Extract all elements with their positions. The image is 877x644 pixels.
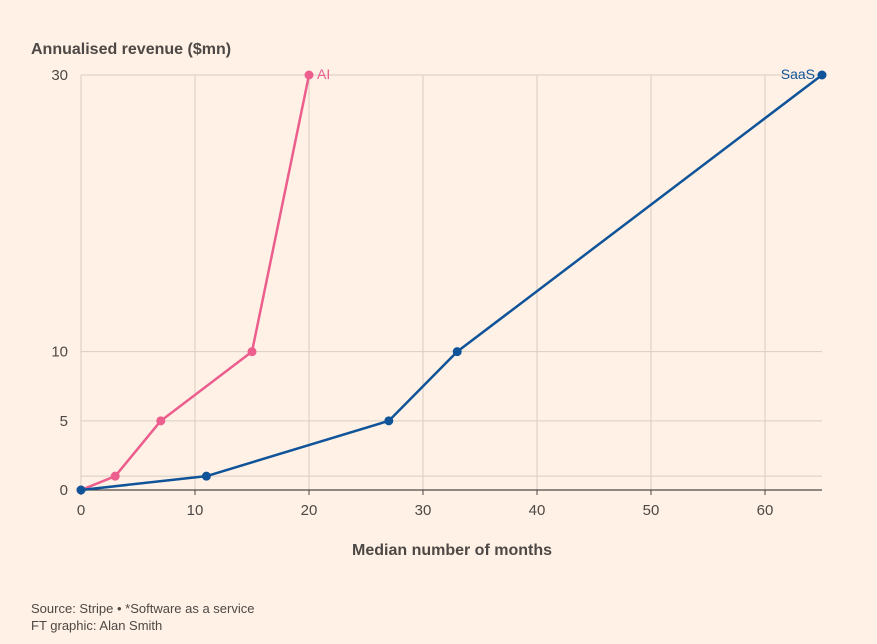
x-tick-label: 40 [529,502,546,519]
y-tick-label: 0 [60,482,68,499]
ai-data-point [304,70,314,80]
y-tick-label: 30 [51,67,68,84]
source-note: Source: Stripe • *Software as a service [31,601,255,616]
saas-data-point [201,471,211,481]
saas-data-point [452,347,462,357]
saas-series-label: SaaS [781,66,815,82]
y-axis-title: Annualised revenue ($mn) [31,41,231,58]
ai-data-point [110,471,120,481]
x-tick-label: 50 [643,502,660,519]
ai-data-point [156,416,166,426]
y-tick-label: 5 [60,413,68,430]
y-tick-label: 10 [51,344,68,361]
ai-data-point [247,347,257,357]
line-chart: Annualised revenue ($mn) 0 10 20 30 40 50 60 0 5… [31,41,827,559]
graphic-credit: FT graphic: Alan Smith [31,618,163,633]
x-tick-label: 0 [77,502,85,519]
saas-series-line [80,74,823,492]
x-tick-label: 20 [301,502,318,519]
x-tick-label: 60 [757,502,774,519]
footer: Source: Stripe • *Software as a service … [31,600,254,634]
x-tick-label: 10 [187,502,204,519]
axes: 0 10 20 30 40 50 60 0 5 10 30 [51,67,822,519]
saas-data-point [384,416,394,426]
saas-data-point [76,485,86,495]
saas-data-point [817,70,827,80]
gridlines [81,74,822,490]
x-tick-label: 30 [415,502,432,519]
series-group: AI SaaS [76,66,827,495]
x-axis-title: Median number of months [352,542,552,559]
ai-series-label: AI [317,66,330,82]
